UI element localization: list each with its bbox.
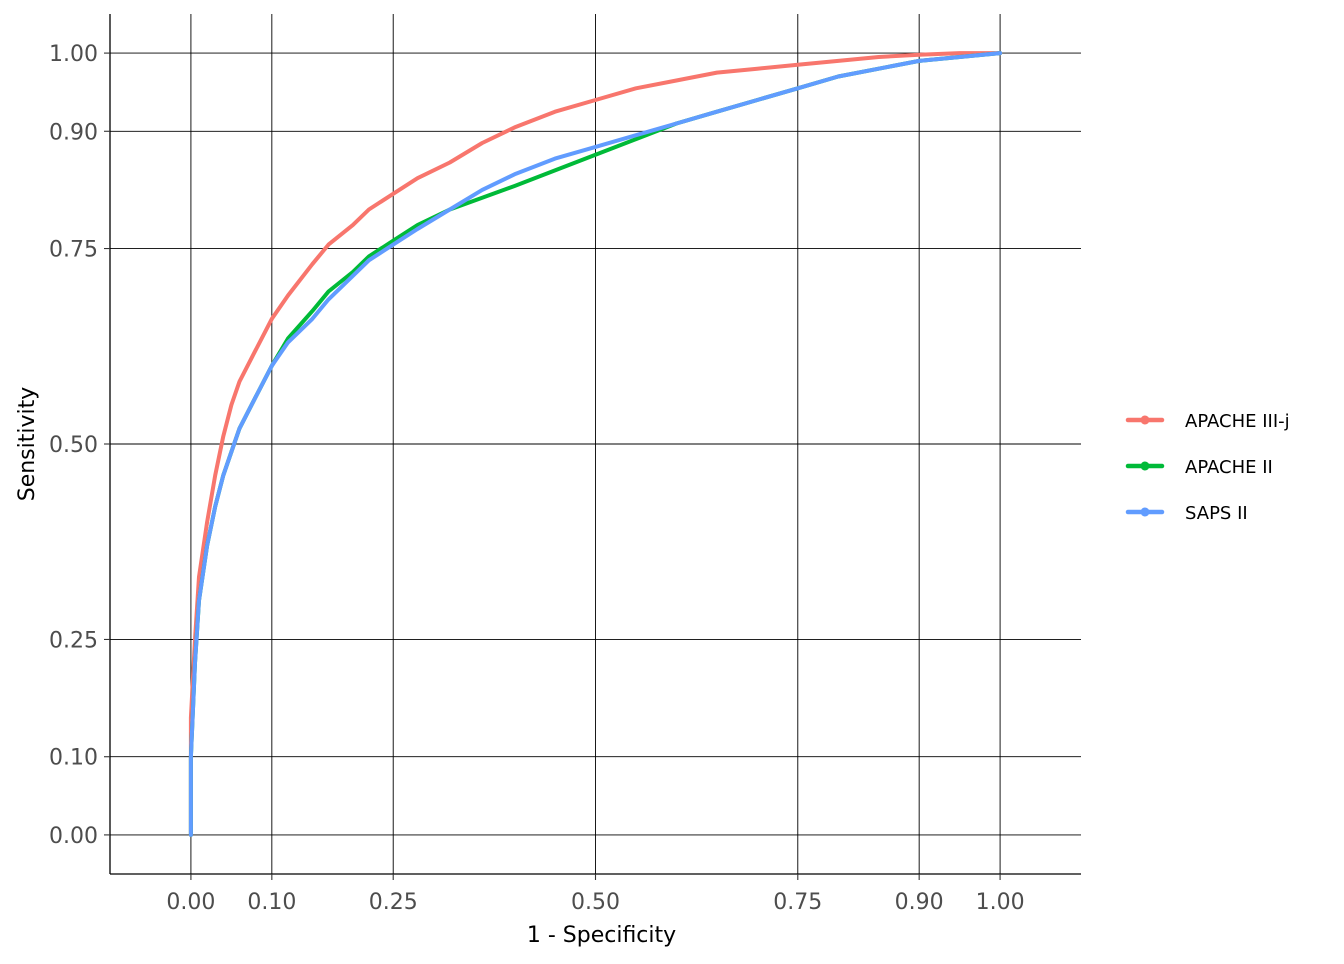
y-tick-label: 0.90 [49, 120, 98, 145]
x-tick-label: 0.00 [166, 890, 215, 915]
axes [104, 14, 1081, 880]
series-line-saps-ii [188, 51, 1003, 837]
y-axis-title: Sensitivity [15, 387, 40, 502]
x-tick-label: 0.50 [571, 890, 620, 915]
x-tick-label: 0.25 [369, 890, 418, 915]
legend-point-apache-ii [1140, 461, 1150, 471]
tick-labels: 0.00 0.10 0.25 0.50 0.75 0.90 1.00 0.00 0.10 0.25… [49, 42, 1025, 915]
y-tick-label: 0.50 [49, 433, 98, 458]
x-tick-label: 0.75 [773, 890, 822, 915]
y-tick-label: 0.75 [49, 238, 98, 263]
legend-label-apache-ii: APACHE II [1185, 457, 1273, 478]
legend-label-apache-iii-j: APACHE III-j [1185, 411, 1290, 432]
x-axis-title: 1 - Specificity [527, 923, 676, 948]
grid-lines [110, 14, 1081, 874]
legend: APACHE III-j APACHE II SAPS II [1125, 411, 1290, 524]
y-tick-label: 0.25 [49, 628, 98, 653]
y-tick-label: 0.10 [49, 746, 98, 771]
series-lines [188, 51, 1003, 837]
series-line-apache-iii-j [188, 51, 1003, 837]
legend-point-apache-iii-j [1140, 415, 1150, 425]
x-tick-label: 1.00 [976, 890, 1025, 915]
legend-label-saps-ii: SAPS II [1185, 503, 1248, 524]
x-tick-label: 0.10 [247, 890, 296, 915]
legend-point-saps-ii [1140, 507, 1150, 517]
x-tick-label: 0.90 [895, 890, 944, 915]
y-tick-label: 1.00 [49, 42, 98, 67]
y-tick-label: 0.00 [49, 824, 98, 849]
